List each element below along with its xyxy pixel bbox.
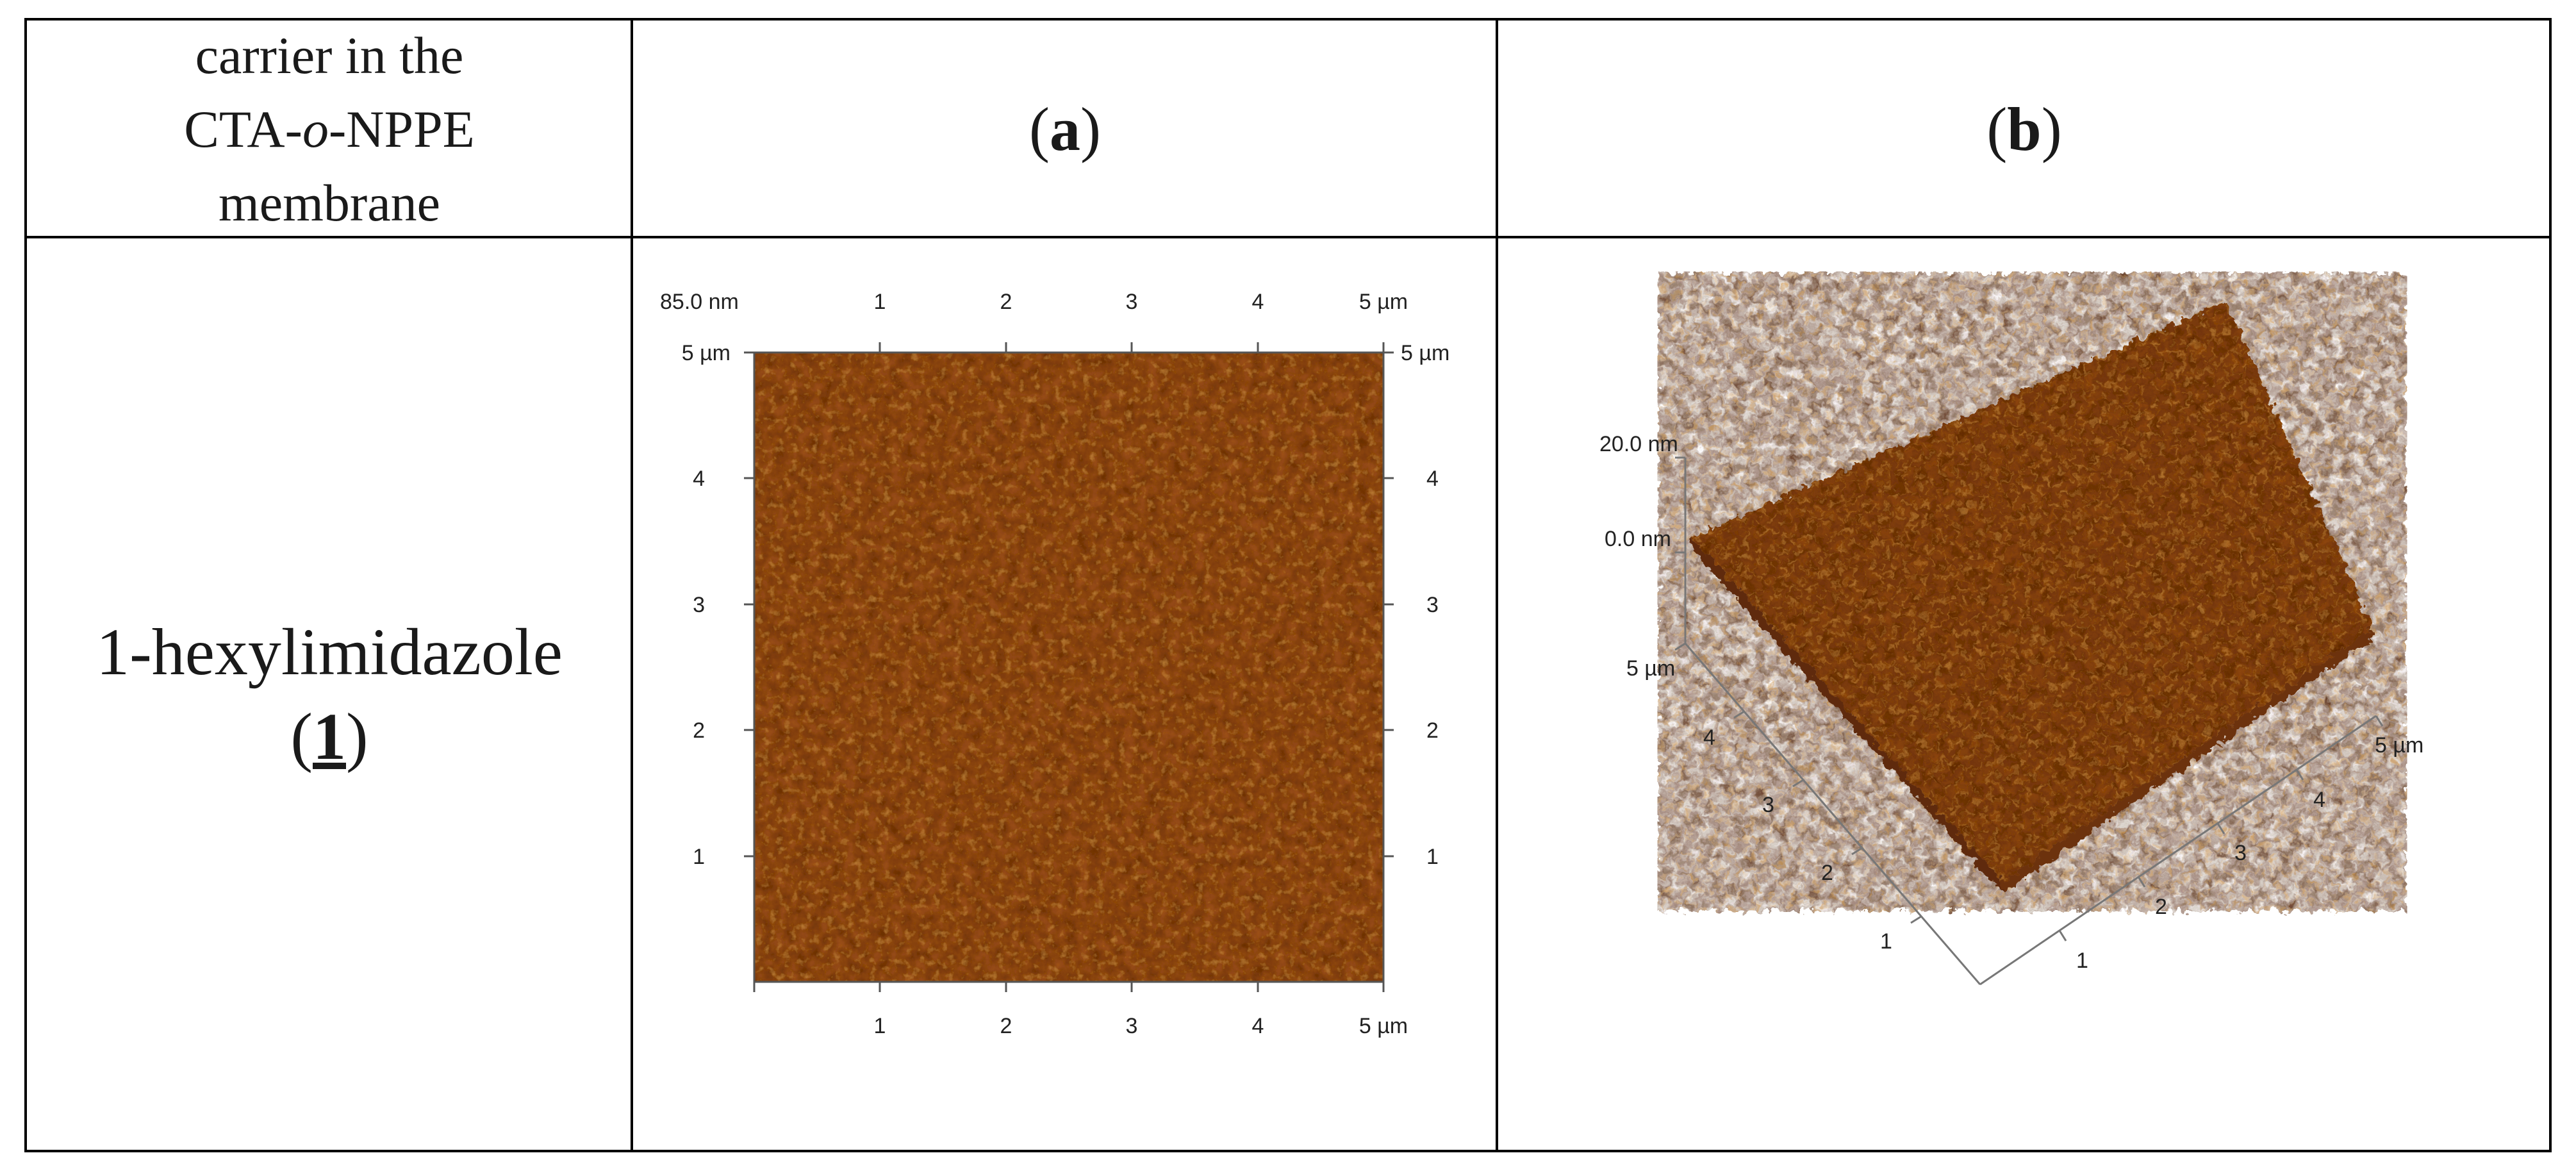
afm-2d-scale-label: 85.0 nm [660,290,739,314]
afm-3d-right-tick: 1 [2076,949,2088,973]
afm-2d-left-tick: 2 [693,718,705,743]
afm-2d-top-tick: 4 [1252,290,1264,314]
afm-3d-axes [1674,456,2384,986]
afm-2d-right-tick: 4 [1426,467,1439,491]
header-line-1: carrier in the [195,26,464,85]
header-line-2: CTA-o-NPPE [184,99,475,158]
afm-2d-top-tick: 5 µm [1359,290,1408,314]
afm-2d-bottom-tick: 5 µm [1359,1014,1408,1038]
afm-2d-bottom-tick: 4 [1252,1014,1264,1038]
afm-3d-right-tick: 4 [2313,788,2325,812]
header-line-3: membrane [218,173,441,232]
afm-2d-bottom-tick: 3 [1126,1014,1138,1038]
afm-2d-right-tick: 1 [1426,845,1439,869]
panel-b-label: (b) [1986,94,2062,163]
afm-2d-left-tick: 1 [693,845,705,869]
afm-3d-left-tick: 2 [1821,861,1833,885]
afm-3d-labels: 20.0 nm 0.0 nm 5 µm 4 3 2 1 1 2 3 4 5 µm [1599,432,2423,973]
afm-3d-left-tick: 5 µm [1626,656,1675,681]
afm-2d-right-tick: 3 [1426,593,1439,617]
afm-2d-left-tick: 4 [693,467,705,491]
header-col-a: (a) [634,22,1496,236]
carrier-number: (1) [290,700,368,774]
afm-2d-left-tick: 3 [693,593,705,617]
header-col-carrier: carrier in the CTA-o-NPPE membrane [28,22,631,236]
afm-3d-left-tick: 3 [1762,793,1774,817]
afm-2d-tick-labels: 85.0 nm 1 2 3 4 5 µm 1 2 3 4 5 µm 5 µm 4… [660,290,1449,1038]
afm-2d-right-tick: 2 [1426,718,1439,743]
afm-3d-left-tick: 1 [1880,929,1892,954]
afm-2d-top-tick: 1 [874,290,886,314]
afm-3d-z-label-bottom: 0.0 nm [1605,527,1671,551]
afm-3d-surface-edge-front [1692,537,2002,893]
carrier-name-cell: 1-hexylimidazole (1) [28,240,631,1150]
afm-3d-right-tick: 5 µm [2375,733,2423,758]
table-border [24,18,2552,1152]
afm-3d-surface-image [1692,301,2373,882]
carrier-name: 1-hexylimidazole [96,615,563,689]
afm-2d-surface-image [754,352,1383,982]
afm-2d-right-tick: 5 µm [1401,341,1449,365]
header-col-b: (b) [1499,22,2549,236]
afm-2d-bottom-tick: 2 [1000,1014,1012,1038]
afm-2d-panel: 85.0 nm 1 2 3 4 5 µm 1 2 3 4 5 µm 5 µm 4… [660,290,1449,1038]
afm-3d-z-label-top: 20.0 nm [1599,432,1678,456]
afm-2d-axes [744,342,1394,992]
afm-3d-right-tick: 3 [2234,841,2247,865]
panel-a-label: (a) [1029,94,1101,163]
afm-3d-surface-group [1692,301,2373,893]
afm-3d-right-tick: 2 [2155,895,2167,919]
afm-2d-top-tick: 2 [1000,290,1012,314]
afm-3d-panel: 20.0 nm 0.0 nm 5 µm 4 3 2 1 1 2 3 4 5 µm [1599,301,2423,986]
afm-3d-surface-edge-right [2002,628,2373,893]
afm-2d-bottom-tick: 1 [874,1014,886,1038]
afm-2d-left-tick: 5 µm [682,341,731,365]
afm-3d-left-tick: 4 [1703,725,1715,750]
afm-2d-top-tick: 3 [1126,290,1138,314]
afm-3d-left-axis [1684,643,1981,985]
afm-3d-right-axis [1979,715,2377,986]
